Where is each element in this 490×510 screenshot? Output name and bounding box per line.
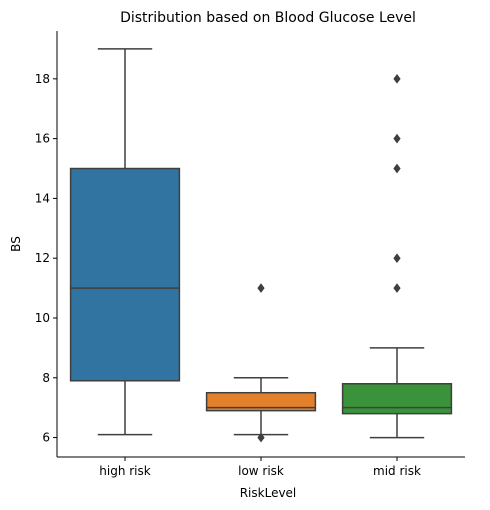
outlier-point [257, 432, 265, 443]
outlier-point [393, 283, 401, 293]
outlier-point [393, 253, 401, 264]
outlier-point [393, 133, 401, 144]
x-tick-label: high risk [99, 464, 150, 478]
y-tick-label: 8 [42, 371, 50, 385]
plot-area: 6 8 10 12 14 16 18 high risk low risk mid risk [35, 31, 465, 478]
y-axis-label: BS [9, 236, 23, 252]
x-tick-label: low risk [238, 464, 284, 478]
y-tick-label: 6 [42, 431, 50, 445]
x-axis-label: RiskLevel [240, 486, 297, 500]
box-high-risk [69, 167, 181, 382]
y-tick-label: 18 [35, 72, 50, 86]
y-tick-label: 12 [35, 251, 50, 265]
y-tick-label: 14 [35, 191, 50, 205]
y-tick-label: 16 [35, 132, 50, 146]
box-low-risk [205, 391, 317, 412]
box-mid-risk [341, 383, 453, 415]
outlier-point [257, 283, 265, 293]
outlier-point [393, 73, 401, 84]
y-tick-label: 10 [35, 311, 50, 325]
chart-title: Distribution based on Blood Glucose Leve… [120, 10, 416, 26]
outlier-point [393, 163, 401, 174]
x-tick-label: mid risk [373, 464, 421, 478]
